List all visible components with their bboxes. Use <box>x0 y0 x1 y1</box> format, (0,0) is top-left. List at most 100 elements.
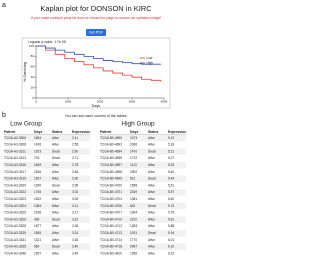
table-cell: 1203 <box>34 149 41 153</box>
table-cell: Alive <box>52 177 59 181</box>
x-tick-label: 2000 <box>97 99 104 103</box>
column-header: Expression <box>72 130 90 134</box>
table-cell: 3.11 <box>72 204 78 208</box>
table-cell: Dead <box>148 231 156 235</box>
table-cell: TCGA-A3-3328 <box>4 224 26 228</box>
table-cell: Alive <box>52 251 59 255</box>
table-cell: 2.95 <box>72 183 78 187</box>
table-cell: TCGA-A3-3316 <box>4 163 26 167</box>
survival-curve <box>36 45 162 82</box>
table-note: You can sort each column of the tables. <box>65 114 128 118</box>
row-stripe <box>4 175 90 182</box>
table-cell: TCGA-B0-4694 <box>100 149 122 153</box>
table-cell: TCGA-B0-4713 <box>100 231 122 235</box>
panel-label: b <box>2 112 6 119</box>
table-cell: Dead <box>52 156 60 160</box>
table-cell: Alive <box>148 245 155 249</box>
table-cell: TCGA-B0-4714 <box>100 238 122 242</box>
table-cell: 1722 <box>130 156 137 160</box>
table-cell: Alive <box>148 224 155 228</box>
table-cell: Alive <box>148 136 155 140</box>
table-cell: 2487 <box>130 245 137 249</box>
y-tick-label: 80 <box>31 54 35 58</box>
table-cell: 1090 <box>34 183 41 187</box>
y-tick-label: 100 <box>29 44 34 48</box>
table-cell: TCGA-B0-4700 <box>100 183 122 187</box>
table-cell: 3.05 <box>72 197 78 201</box>
table-cell: 5.21 <box>168 149 174 153</box>
table-cell: 1697 <box>34 251 41 255</box>
row-stripe <box>4 189 90 196</box>
table-cell: 2.60 <box>72 149 78 153</box>
table-cell: Alive <box>52 231 59 235</box>
table-cell: TCGA-A3-3317 <box>4 170 26 174</box>
table-cell: TCGA-B0-4693 <box>100 143 122 147</box>
table-cell: 1770 <box>130 238 137 242</box>
column-header: Expression <box>168 130 186 134</box>
chart-subtitle: Logrank p-value: 1.7e-05 <box>28 40 66 44</box>
table-cell: 1654 <box>34 136 41 140</box>
table-cell: 1283 <box>130 224 137 228</box>
x-tick-label: 0 <box>35 99 37 103</box>
table-cell: Alive <box>148 211 155 215</box>
table-cell: 5.12 <box>168 136 174 140</box>
table-cell: 5.33 <box>168 163 174 167</box>
row-stripe <box>100 243 186 250</box>
row-stripe <box>100 216 186 223</box>
table-cell: TCGA-B0-4703 <box>100 197 122 201</box>
table-cell: TCGA-B0-4699 <box>100 177 122 181</box>
table-cell: TCGA-B0-4710 <box>100 217 122 221</box>
table-cell: TCGA-A3-3313 <box>4 156 26 160</box>
table-cell: Dead <box>148 204 156 208</box>
row-stripe <box>4 162 90 169</box>
table-cell: 1267 <box>34 177 41 181</box>
table-cell: 2.84 <box>72 170 78 174</box>
pdf-button[interactable] <box>86 29 106 36</box>
table-cell: Alive <box>52 170 59 174</box>
table-cell: TCGA-A3-3323 <box>4 197 26 201</box>
table-cell: 1470 <box>130 149 137 153</box>
row-stripe <box>4 230 90 237</box>
table-cell: TCGA-B0-4712 <box>100 224 122 228</box>
table-cell: 5.81 <box>168 217 174 221</box>
table-cell: TCGA-A3-3306 <box>4 136 26 140</box>
table-cell: 1849 <box>34 163 41 167</box>
table-cell: 3.28 <box>72 224 78 228</box>
table-cell: TCGA-B0-4718 <box>100 245 122 249</box>
table-cell: Alive <box>148 197 155 201</box>
table-cell: Alive <box>52 238 59 242</box>
x-tick-label: 3000 <box>129 99 136 103</box>
survival-curve <box>36 45 161 65</box>
table-cell: 1356 <box>130 251 137 255</box>
table-cell: TCGA-A3-3331 <box>4 238 26 242</box>
table-cell: TCGA-B0-4698 <box>100 170 122 174</box>
table-cell: Alive <box>52 163 59 167</box>
table-cell: Alive <box>52 190 59 194</box>
table-cell: 812 <box>130 177 136 181</box>
table-cell: Alive <box>52 197 59 201</box>
pdf-button-label[interactable]: Get PDF <box>89 31 104 35</box>
table-cell: 2.90 <box>72 177 78 181</box>
table-cell: TCGA-A3-3335 <box>4 245 26 249</box>
chart-frame <box>21 37 171 109</box>
y-axis-label: % Surviving <box>23 62 27 82</box>
table-cell: 1381 <box>130 197 137 201</box>
table-cell: 2.55 <box>72 143 78 147</box>
table-cell: 2210 <box>130 217 137 221</box>
table-cell: 1877 <box>34 224 41 228</box>
table-cell: 2066 <box>130 143 137 147</box>
table-cell: 2156 <box>34 211 41 215</box>
table-cell: Alive <box>148 217 155 221</box>
column-header: Patient <box>4 130 16 134</box>
table-cell: Alive <box>148 170 155 174</box>
table-cell: TCGA-B0-4707 <box>100 211 122 215</box>
table-cell: 1532 <box>34 197 41 201</box>
table-cell: 964 <box>34 245 40 249</box>
table-cell: 2.41 <box>72 136 78 140</box>
table-cell: 1745 <box>34 190 41 194</box>
table-cell: Alive <box>148 238 155 242</box>
y-tick-label: 20 <box>31 85 35 89</box>
table-cell: 1031 <box>130 231 137 235</box>
table-cell: 1113 <box>130 163 137 167</box>
table-cell: 703 <box>34 156 40 160</box>
